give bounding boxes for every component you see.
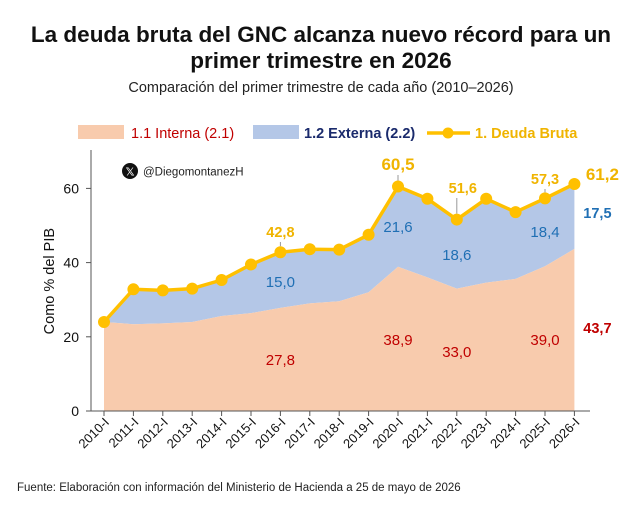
chart-subtitle: Comparación del primer trimestre de cada… xyxy=(128,80,514,96)
data-label-externa: 17,5 xyxy=(583,206,611,222)
x-logo-icon xyxy=(122,163,138,179)
y-tick-label: 40 xyxy=(63,255,79,271)
y-tick-label: 20 xyxy=(63,329,79,345)
legend-label-interna: 1.1 Interna (2.1) xyxy=(131,126,234,142)
x-tick-label: 2014-I xyxy=(193,415,230,452)
x-tick-label: 2016-I xyxy=(252,415,289,452)
x-tick-label: 2026-I xyxy=(546,415,583,452)
source-footnote: Fuente: Elaboración con información del … xyxy=(17,482,461,494)
series-bruta-point xyxy=(303,243,316,256)
series-bruta-point xyxy=(274,246,287,259)
series-bruta-point xyxy=(245,258,257,271)
data-label-bruta: 57,3 xyxy=(531,172,559,188)
legend-label-bruta: 1. Deuda Bruta xyxy=(475,126,578,142)
series-interna-area xyxy=(104,248,575,411)
chart-title-line-1: La deuda bruta del GNC alcanza nuevo réc… xyxy=(30,22,612,47)
y-tick-label: 60 xyxy=(63,180,79,196)
data-label-interna: 39,0 xyxy=(530,332,559,349)
x-tick-label: 2019-I xyxy=(340,415,377,452)
data-label-bruta: 60,5 xyxy=(381,155,414,174)
x-logo-glyph: 𝕏 xyxy=(126,167,135,179)
series-bruta-point xyxy=(362,228,375,241)
data-label-interna: 27,8 xyxy=(266,352,295,369)
x-tick-label: 2020-I xyxy=(369,415,406,452)
x-tick-label: 2012-I xyxy=(134,415,171,452)
x-tick-label: 2025-I xyxy=(516,415,553,452)
data-label-externa: 15,0 xyxy=(266,274,295,291)
watermark-handle: @DiegomontanezH xyxy=(143,167,244,179)
x-tick-label: 2013-I xyxy=(164,415,201,452)
legend-swatch-externa xyxy=(253,125,299,139)
data-label-bruta: 61,2 xyxy=(586,165,619,184)
data-label-interna: 43,7 xyxy=(583,321,611,337)
watermark-handle-suffix: H xyxy=(235,167,243,179)
series-bruta-point xyxy=(98,315,110,328)
chart-title-line-2: primer trimestre en 2026 xyxy=(190,48,452,73)
series-bruta-point xyxy=(509,206,522,219)
data-label-externa: 18,4 xyxy=(530,224,559,241)
x-tick-label: 2011-I xyxy=(106,415,142,451)
series-bruta-point xyxy=(215,274,228,287)
watermark-handle-text: @Diegomontanez xyxy=(143,167,235,179)
series-bruta-point xyxy=(539,192,551,205)
legend-marker-bruta xyxy=(442,127,454,139)
series-bruta-point xyxy=(450,213,463,226)
series-bruta-point xyxy=(392,180,404,193)
legend-label-externa: 1.2 Externa (2.2) xyxy=(304,126,415,142)
x-tick-label: 2017-I xyxy=(281,415,318,452)
data-label-bruta: 51,6 xyxy=(449,181,477,197)
x-tick-label: 2015-I xyxy=(222,415,259,452)
data-label-externa: 21,6 xyxy=(383,219,412,236)
data-label-externa: 18,6 xyxy=(442,247,471,264)
x-tick-label: 2010-I xyxy=(75,415,112,452)
legend-swatch-interna xyxy=(78,125,124,139)
x-tick-label: 2023-I xyxy=(458,415,495,452)
series-bruta-point xyxy=(186,282,199,295)
series-bruta-point xyxy=(568,177,581,190)
y-axis-label: Como % del PIB xyxy=(42,228,58,334)
series-bruta-point xyxy=(480,192,493,205)
data-label-interna: 38,9 xyxy=(383,332,412,349)
data-label-interna: 33,0 xyxy=(442,344,471,361)
x-tick-label: 2022-I xyxy=(428,415,465,452)
chart-title: La deuda bruta del GNC alcanza nuevo réc… xyxy=(0,22,642,74)
y-tick-label: 0 xyxy=(71,403,79,419)
series-bruta-point xyxy=(421,192,434,205)
series-bruta-point xyxy=(156,284,169,297)
series-bruta-point xyxy=(127,283,140,296)
series-bruta-point xyxy=(333,243,346,256)
data-label-bruta: 42,8 xyxy=(266,225,294,241)
x-tick-label: 2021-I xyxy=(399,415,436,452)
x-tick-label: 2018-I xyxy=(311,415,348,452)
x-tick-label: 2024-I xyxy=(487,415,524,452)
